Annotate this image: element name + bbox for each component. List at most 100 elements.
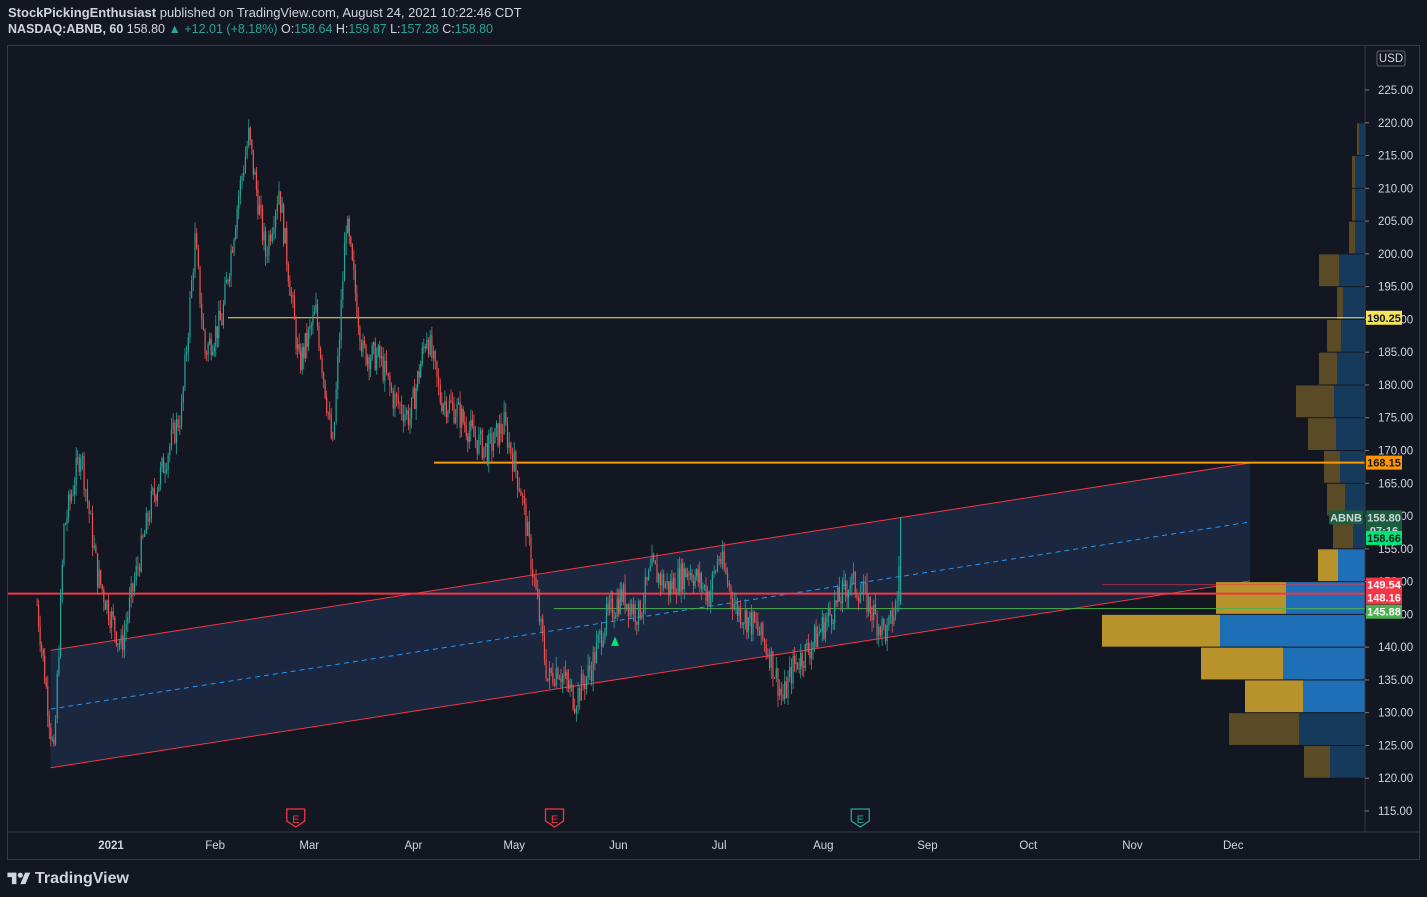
candle-body (651, 554, 653, 567)
candle-body (458, 402, 460, 405)
earnings-marker[interactable]: E (544, 808, 565, 828)
time-axis[interactable]: 2021 Feb Mar Apr May Jun Jul Aug Sep Oct Nov Dec (7, 831, 1420, 852)
candle-body (849, 585, 851, 591)
candle-body (824, 622, 826, 639)
candle-body (53, 739, 55, 745)
candle-body (298, 344, 300, 352)
volume-bar-up (1357, 123, 1359, 156)
horizontal-levels[interactable] (7, 317, 1365, 610)
candle-body (216, 326, 218, 339)
candle-body (561, 675, 564, 683)
candle-body (585, 677, 588, 690)
currency-badge[interactable]: USD (1376, 50, 1406, 67)
price-change: +12.01 (+8.18%) (184, 22, 278, 36)
candle-body (410, 397, 413, 419)
candle-body (441, 402, 443, 412)
volume-bar-down (1283, 647, 1365, 680)
candle-body (292, 295, 294, 298)
chart-frame (7, 45, 1420, 860)
candle-body (442, 404, 444, 412)
symbol-label[interactable]: NASDAQ:ABNB, 60 (8, 22, 124, 36)
price-tick-label: 225.00 (1378, 85, 1413, 97)
candle-body (784, 681, 786, 700)
candle-body (306, 332, 308, 347)
price-tick-label: 220.00 (1378, 118, 1413, 130)
candle-body (821, 617, 823, 631)
price-tick-label: 170.00 (1378, 446, 1413, 458)
candle-body (103, 589, 105, 603)
candle-body (206, 353, 208, 355)
candle-body (111, 611, 113, 628)
candle-body (468, 430, 470, 443)
candle-body (716, 561, 719, 571)
candle-body (374, 342, 376, 370)
price-axis[interactable]: 225.00 220.00 215.00 210.00 205.00 200.00 195.… (1364, 45, 1413, 832)
candle-body (261, 207, 264, 241)
candle-body (696, 569, 698, 577)
price-tick-label: 125.00 (1378, 740, 1413, 752)
candle-body (293, 297, 296, 320)
candle-body (120, 635, 122, 645)
author-name[interactable]: StockPickingEnthusiast (8, 5, 157, 20)
candle-body (273, 227, 275, 234)
price-tick-label: 135.00 (1378, 675, 1413, 687)
candle-body (584, 683, 586, 690)
price-tag-box (1366, 590, 1402, 605)
low-label: L: (390, 22, 401, 36)
parallel-channel[interactable] (50, 462, 1251, 769)
candle-body (56, 674, 58, 719)
candle-body (431, 335, 433, 358)
candle-body (530, 536, 532, 570)
candle-body (177, 419, 179, 428)
price-tick-label: 215.00 (1378, 151, 1413, 163)
candle-body (263, 231, 265, 241)
candle-body (471, 419, 473, 426)
candle-body (803, 666, 805, 668)
earnings-marker[interactable]: E (850, 808, 870, 828)
channel-lower-line[interactable] (50, 580, 1251, 769)
candle-body (337, 355, 339, 390)
candle-body (492, 443, 495, 451)
candle-body (599, 630, 601, 635)
candle-body (553, 682, 556, 686)
candle-body (377, 345, 379, 356)
candle-body (101, 584, 103, 590)
candle-body (144, 533, 146, 538)
channel-midline[interactable] (50, 521, 1251, 710)
candle-body (112, 611, 114, 617)
candle-body (807, 643, 809, 652)
last-price: 158.80 (126, 22, 166, 36)
candle-body (852, 571, 855, 575)
candle-body (478, 434, 480, 454)
candle-body (209, 338, 211, 345)
earnings-marker[interactable]: E (286, 808, 306, 828)
candle-body (439, 384, 441, 403)
candle-body (542, 618, 544, 636)
candle-body (424, 346, 426, 349)
candle-body (868, 596, 870, 613)
candle-body (169, 445, 171, 456)
price-tag-label: 158.66 (1367, 533, 1401, 545)
candle-body (501, 433, 504, 435)
candle-body (639, 600, 641, 618)
price-tag-box (1366, 604, 1402, 619)
candle-body (513, 451, 515, 472)
candle-body (616, 598, 618, 616)
candle-body (215, 326, 217, 347)
candle-body (566, 671, 568, 681)
candle-body (752, 611, 754, 635)
candle-body (550, 668, 552, 673)
tradingview-logo[interactable]: TradingView (7, 870, 129, 888)
high-label: H: (335, 22, 349, 36)
candle-body (77, 457, 79, 459)
close-value: 158.80 (454, 22, 493, 36)
channel-upper-line[interactable] (50, 462, 1251, 651)
candle-body (421, 347, 423, 364)
price-chart[interactable]: E E E 225.00 220.00 215.00 210.00 205.00 200.00… (7, 45, 1420, 860)
candle-body (279, 191, 282, 213)
candle-body (572, 685, 574, 710)
candle-body (563, 675, 565, 677)
candle-body (668, 581, 670, 596)
open-value: 158.64 (294, 22, 333, 36)
